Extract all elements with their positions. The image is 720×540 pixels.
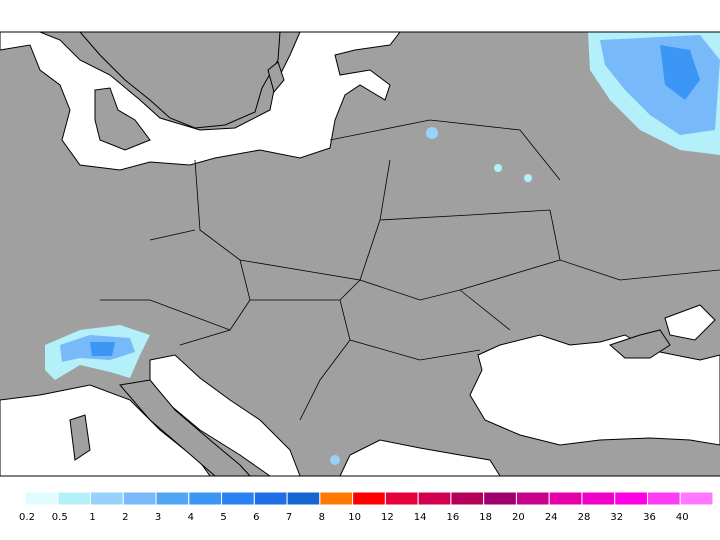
precip-spot [524,174,532,182]
borders [100,119,720,421]
colorbar-label: 20 [512,512,525,523]
italy [119,379,252,477]
colorbar-label: 8 [319,512,325,523]
colorbar-label: 2 [122,512,128,523]
precip-alps-heavy [90,342,115,356]
colorbar-label: 16 [447,512,460,523]
colorbar-label: 12 [381,512,394,523]
colorbar-label: 6 [253,512,259,523]
colorbar-label: 14 [414,512,427,523]
colorbar-label: 10 [348,512,361,523]
corsica [69,414,91,461]
colorbar-label: 18 [479,512,492,523]
colorbar-box [646,491,681,506]
colorbar-label: 24 [545,512,558,523]
colorbar-box [90,491,124,506]
colorbar-label: 28 [578,512,591,523]
colorbar-label: 40 [676,512,689,523]
colorbar-box [57,491,92,506]
scandinavia [78,31,281,129]
black-sea [469,334,720,446]
colorbar-box [450,491,485,506]
precip-spot [494,164,502,172]
colorbar-box [581,491,616,506]
colorbar-box [24,491,59,506]
colorbar-box [221,491,255,506]
colorbar-box [548,491,583,506]
colorbar-label: 0.5 [52,512,68,523]
colorbar-label: 1 [89,512,95,523]
colorbar-box [384,491,419,506]
colorbar-box [122,491,157,506]
colorbar-box [286,491,321,506]
colorbar: 0.2 0.5 1 2 3 4 5 6 7 8 10 12 14 16 18 20 24 28 32 36 40 [19,491,714,523]
colorbar-box [614,491,648,506]
colorbar-box [253,491,288,506]
gotland [267,61,285,94]
colorbar-label: 7 [286,512,292,523]
colorbar-box [352,491,386,506]
denmark [94,87,151,151]
colorbar-label: 0.2 [19,512,35,523]
colorbar-box [679,491,714,506]
colorbar-box [319,491,354,506]
colorbar-label: 5 [220,512,226,523]
colorbar-label: 4 [188,512,194,523]
colorbar-box [483,491,517,506]
precip-spot [426,127,438,139]
precip-spot [330,455,340,465]
azov [664,304,716,341]
map [0,31,720,477]
colorbar-label: 32 [610,512,623,523]
colorbar-box [515,491,550,506]
colorbar-box [188,491,223,506]
colorbar-box [155,491,190,506]
crimea [609,329,671,359]
colorbar-label: 36 [643,512,656,523]
precip-heavy [660,45,700,100]
colorbar-box [417,491,452,506]
colorbar-label: 3 [155,512,161,523]
